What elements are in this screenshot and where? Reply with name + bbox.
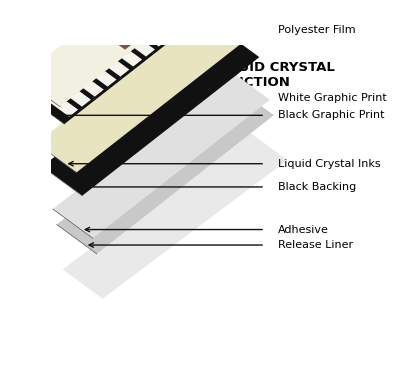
- Polygon shape: [34, 84, 78, 117]
- Polygon shape: [85, 44, 129, 77]
- Polygon shape: [42, 28, 259, 196]
- Polygon shape: [60, 64, 104, 97]
- Text: White Graphic Print: White Graphic Print: [278, 93, 387, 103]
- Polygon shape: [53, 70, 270, 238]
- Polygon shape: [136, 4, 180, 37]
- Polygon shape: [149, 0, 193, 26]
- Polygon shape: [3, 0, 220, 39]
- Polygon shape: [62, 131, 287, 299]
- Text: Release Liner: Release Liner: [278, 240, 353, 250]
- Polygon shape: [24, 0, 242, 124]
- Polygon shape: [16, 0, 60, 29]
- Polygon shape: [175, 0, 219, 6]
- Polygon shape: [41, 0, 86, 9]
- Polygon shape: [57, 86, 274, 254]
- Text: Black Graphic Print: Black Graphic Print: [278, 110, 385, 120]
- Text: THERMOCHROMIC LIQUID CRYSTAL
LABEL CONSTRUCTION: THERMOCHROMIC LIQUID CRYSTAL LABEL CONST…: [75, 61, 335, 89]
- Polygon shape: [3, 6, 48, 39]
- Text: Black Backing: Black Backing: [278, 182, 356, 192]
- Text: Polyester Film: Polyester Film: [278, 25, 356, 35]
- Polygon shape: [98, 34, 142, 67]
- Polygon shape: [36, 5, 254, 172]
- Polygon shape: [72, 54, 116, 87]
- Polygon shape: [93, 17, 138, 50]
- Polygon shape: [162, 0, 206, 17]
- Polygon shape: [28, 0, 73, 19]
- Polygon shape: [111, 24, 155, 57]
- Polygon shape: [47, 74, 91, 107]
- Text: Adhesive: Adhesive: [278, 225, 329, 234]
- Polygon shape: [20, 0, 237, 107]
- Polygon shape: [112, 2, 157, 34]
- Polygon shape: [102, 10, 146, 43]
- Text: Liquid Crystal Inks: Liquid Crystal Inks: [278, 159, 381, 169]
- Polygon shape: [124, 14, 168, 46]
